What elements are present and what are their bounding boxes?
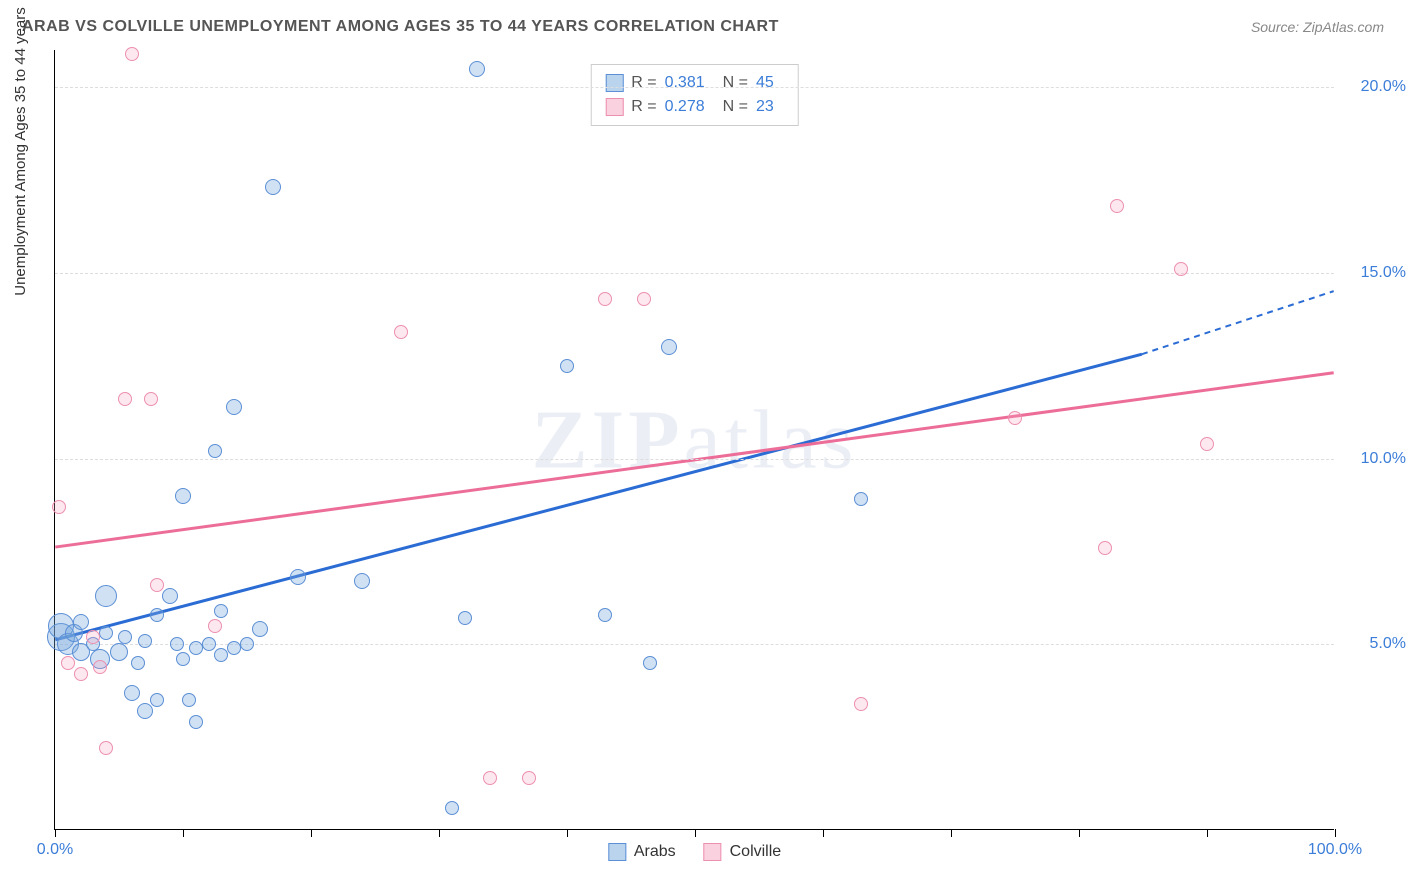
data-point [138,634,152,648]
data-point [445,801,459,815]
data-point [522,771,536,785]
data-point [394,325,408,339]
x-tick-label: 0.0% [37,841,73,859]
data-point [150,578,164,592]
legend-stat-row: R =0.381N =45 [605,71,784,95]
data-point [162,588,178,604]
y-tick-label: 5.0% [1342,635,1406,653]
data-point [182,693,196,707]
x-tick [311,829,312,837]
data-point [118,392,132,406]
data-point [469,61,485,77]
data-point [214,604,228,618]
data-point [240,637,254,651]
data-point [137,703,153,719]
data-point [483,771,497,785]
data-point [95,585,117,607]
data-point [99,741,113,755]
x-tick [439,829,440,837]
data-point [265,179,281,195]
y-axis-title: Unemployment Among Ages 35 to 44 years [12,7,29,296]
data-point [854,697,868,711]
data-point [176,652,190,666]
data-point [125,47,139,61]
legend-item: Colville [704,843,782,861]
data-point [661,339,677,355]
data-point [208,444,222,458]
data-point [202,637,216,651]
data-point [598,292,612,306]
data-point [1174,262,1188,276]
data-point [290,569,306,585]
data-point [598,608,612,622]
x-tick [1335,829,1336,837]
y-tick-label: 15.0% [1342,264,1406,282]
data-point [1098,541,1112,555]
legend-item: Arabs [608,843,676,861]
data-point [643,656,657,670]
x-tick [55,829,56,837]
x-tick [951,829,952,837]
legend-series: Arabs Colville [608,843,781,861]
scatter-chart: ZIPatlas R =0.381N =45R =0.278N =23 Arab… [54,50,1334,830]
x-tick [695,829,696,837]
data-point [189,715,203,729]
data-point [73,614,89,630]
legend-stats: R =0.381N =45R =0.278N =23 [590,64,799,126]
data-point [458,611,472,625]
x-tick [1207,829,1208,837]
grid-line [55,273,1334,274]
data-point [226,399,242,415]
data-point [99,626,113,640]
y-tick-label: 20.0% [1342,78,1406,96]
data-point [560,359,574,373]
data-point [52,500,66,514]
x-tick-label: 100.0% [1308,841,1362,859]
source-label: Source: ZipAtlas.com [1251,19,1384,35]
data-point [110,643,128,661]
data-point [118,630,132,644]
grid-line [55,87,1334,88]
watermark: ZIPatlas [532,391,858,488]
data-point [854,492,868,506]
data-point [1200,437,1214,451]
x-tick [567,829,568,837]
data-point [74,667,88,681]
grid-line [55,459,1334,460]
data-point [1110,199,1124,213]
data-point [124,685,140,701]
data-point [214,648,228,662]
data-point [131,656,145,670]
y-tick-label: 10.0% [1342,450,1406,468]
data-point [354,573,370,589]
legend-stat-row: R =0.278N =23 [605,95,784,119]
data-point [637,292,651,306]
data-point [144,392,158,406]
data-point [170,637,184,651]
data-point [150,693,164,707]
x-tick [183,829,184,837]
data-point [175,488,191,504]
chart-title: ARAB VS COLVILLE UNEMPLOYMENT AMONG AGES… [22,18,779,36]
data-point [252,621,268,637]
data-point [86,630,100,644]
data-point [61,656,75,670]
data-point [150,608,164,622]
data-point [1008,411,1022,425]
x-tick [823,829,824,837]
data-point [208,619,222,633]
data-point [93,660,107,674]
x-tick [1079,829,1080,837]
